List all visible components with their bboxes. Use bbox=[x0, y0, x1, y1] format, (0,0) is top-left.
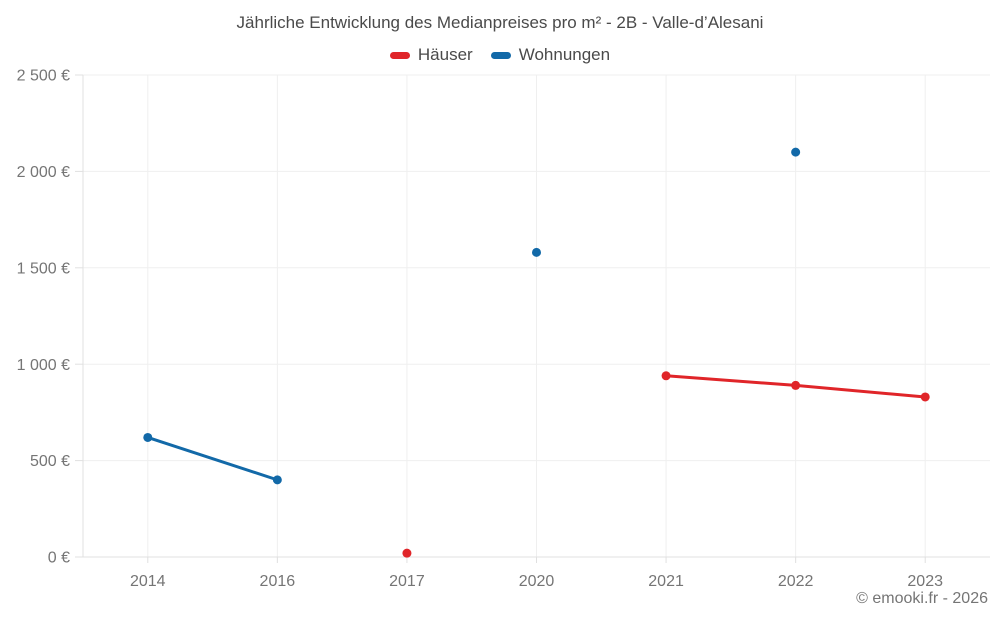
series-line-wohnungen bbox=[146, 435, 279, 482]
x-tick-label: 2014 bbox=[130, 573, 166, 590]
legend-swatch-wohnungen bbox=[490, 51, 511, 59]
x-tick-label: 2021 bbox=[648, 573, 684, 590]
data-point-wohnungen-2022[interactable] bbox=[791, 147, 801, 157]
y-tick-label: 500 € bbox=[30, 453, 70, 470]
y-tick-label: 2 500 € bbox=[17, 68, 70, 85]
y-tick-label: 1 000 € bbox=[17, 357, 70, 374]
x-tick-label: 2022 bbox=[778, 573, 814, 590]
legend-item-wohnungen[interactable]: Wohnungen bbox=[490, 45, 611, 65]
x-tick-label: 2020 bbox=[519, 573, 555, 590]
y-tick-label: 2 000 € bbox=[17, 164, 70, 181]
chart-title: Jährliche Entwicklung des Medianpreises … bbox=[236, 13, 764, 32]
data-point-wohnungen-2020[interactable] bbox=[532, 247, 541, 257]
data-point-wohnungen-2016[interactable] bbox=[272, 475, 282, 485]
legend-label-hauser: Häuser bbox=[417, 45, 473, 64]
legend-swatch-hauser bbox=[389, 51, 410, 59]
x-tick-label: 2017 bbox=[389, 573, 425, 590]
legend: Häuser Wohnungen bbox=[0, 45, 1000, 65]
copyright: © emooki.fr - 2026 bbox=[856, 590, 988, 607]
y-tick-label: 0 € bbox=[48, 550, 70, 567]
legend-label-wohnungen: Wohnungen bbox=[518, 45, 611, 64]
x-tick-label: 2023 bbox=[907, 573, 943, 590]
legend-item-hauser[interactable]: Häuser bbox=[389, 45, 473, 65]
data-point-wohnungen-2014[interactable] bbox=[143, 432, 153, 442]
x-tick-label: 2016 bbox=[260, 573, 296, 590]
data-point-hauser-2017[interactable] bbox=[402, 548, 412, 558]
y-tick-label: 1 500 € bbox=[17, 260, 70, 277]
data-point-hauser-2022[interactable] bbox=[791, 380, 801, 390]
data-point-hauser-2021[interactable] bbox=[661, 371, 671, 381]
data-point-hauser-2023[interactable] bbox=[920, 392, 930, 402]
